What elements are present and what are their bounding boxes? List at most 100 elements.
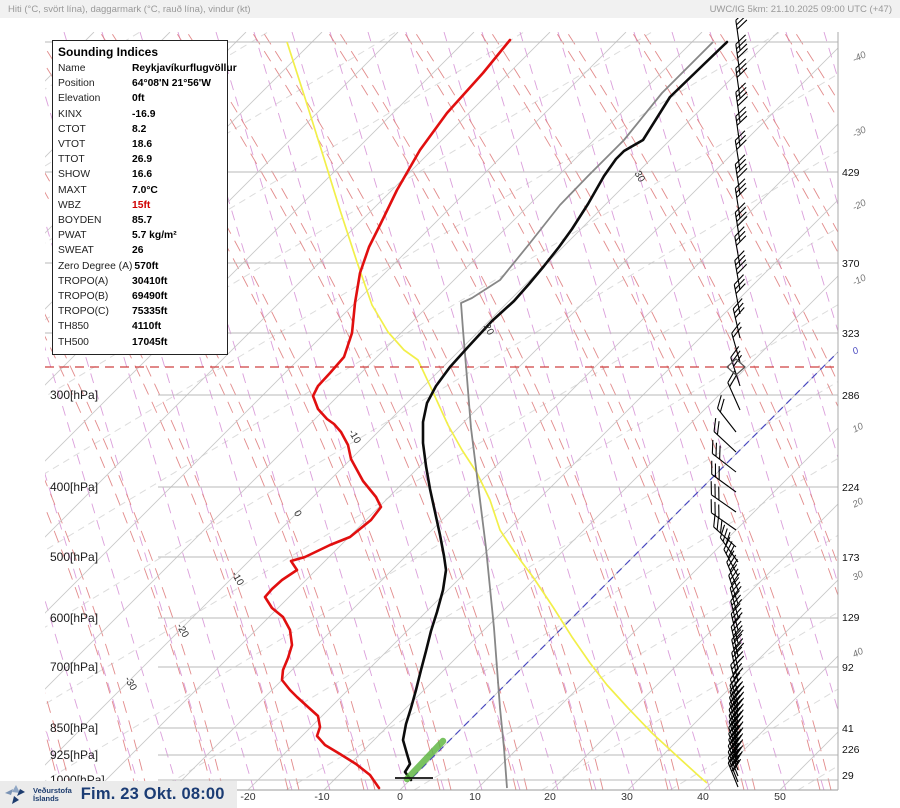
pressure-axis-label: 925[hPa] [50,748,98,762]
indices-row: KINX -16.9 [58,107,222,122]
adiabat-value-label: 0 [291,509,304,520]
profile-curves [263,38,729,790]
adiabat-value-label: 20 [481,322,496,338]
sounding-indices-panel: Sounding Indices Name Reykjavíkurflugvöll… [52,40,237,355]
wind-barb [711,460,737,493]
height-axis-label: 429 [842,167,860,179]
temp-axis-label: 40 [697,791,709,803]
wind-barb [710,499,737,531]
indices-row: TROPO(B) 69490ft [58,289,222,304]
index-value: -16.9 [132,108,156,120]
wind-barb [735,34,748,75]
height-axis-label: 224 [842,482,860,494]
wind-barb [735,82,748,123]
height-axis-label: 29 [842,770,854,782]
adiabat-value-label: -30 [122,675,139,693]
org-name-line1: Veðurstofa [33,785,72,795]
height-axis-label: 226 [842,744,860,756]
indices-row: PWAT 5.7 kg/m² [58,228,222,243]
right-isotherm-label: 40 [851,646,866,661]
wind-barb [710,481,737,513]
index-label: TH850 [58,321,89,333]
right-isotherm-label: -40 [851,49,869,65]
index-value: 4110ft [132,321,162,333]
wind-barb [713,417,737,453]
index-label: TROPO(B) [58,291,109,303]
index-value: 570ft [134,260,159,272]
valid-datetime: Fim. 23 Okt. 08:00 [80,785,225,803]
index-label: SWEAT [58,245,94,257]
footer-bar: Veðurstofa Íslands Fim. 23 Okt. 08:00 [0,781,237,808]
wind-barb [711,439,737,473]
index-value: Reykjavíkurflugvöllur [132,63,237,74]
right-isotherm-label: 20 [850,496,866,511]
index-value: 85.7 [132,215,153,227]
height-axis-label: 173 [842,552,860,564]
indices-row: TH850 4110ft [58,319,222,334]
wind-barb [727,751,740,788]
index-label: Position [58,78,95,90]
index-value: 7.0°C [132,184,158,196]
dewpoint-line [263,38,512,790]
adiabat-value-label: 30 [632,169,647,185]
index-value: 64°08'N 21°56'W [132,78,211,90]
header-bar: Hiti (°C, svört lína), daggarmark (°C, r… [0,0,900,18]
temp-axis-label: -10 [314,791,329,803]
index-value: 5.7 kg/m² [132,230,177,242]
index-value: 8.2 [132,123,147,135]
index-label: BOYDEN [58,215,102,227]
indices-row: MAXT 7.0°C [58,183,222,198]
tropopause-diamond-icon [726,358,746,376]
index-label: TROPO(C) [58,306,109,318]
index-value: 0ft [132,93,145,105]
pressure-axis-label: 600[hPa] [50,611,98,625]
wind-barb [735,58,748,99]
org-name: Veðurstofa Íslands [33,785,72,803]
indices-row: SWEAT 26 [58,243,222,258]
indices-title: Sounding Indices [58,45,159,59]
indices-row: Position 64°08'N 21°56'W [58,76,222,91]
grid [45,32,838,790]
indices-row: WBZ 15ft [58,198,222,213]
index-value: 15ft [132,199,151,211]
wind-barb [733,274,746,315]
indices-row: TTOT 26.9 [58,152,222,167]
index-label: SHOW [58,169,91,181]
wind-barb [730,590,743,631]
right-isotherm-label: 30 [851,569,866,584]
height-axis-label: 129 [842,612,860,624]
temp-axis-label: 10 [469,791,481,803]
vedurstofa-logo-icon [5,784,25,804]
wind-barb [713,513,737,548]
index-label: MAXT [58,184,87,196]
indices-row: TROPO(A) 30410ft [58,274,222,289]
index-label: Zero Degree (A) [58,260,133,272]
right-isotherm-label: 10 [851,421,866,436]
wind-barb [734,130,747,171]
index-value: 26 [132,245,144,257]
pressure-axis-label: 500[hPa] [50,550,98,564]
indices-row: VTOT 18.6 [58,137,222,152]
indices-row: Elevation 0ft [58,91,222,106]
index-label: WBZ [58,199,81,211]
height-axis-label: 370 [842,258,860,270]
height-axis-label: 323 [842,328,860,340]
index-value: 69490ft [132,291,168,303]
indices-row: Zero Degree (A) 570ft [58,259,222,274]
temp-axis-label: 50 [774,791,786,803]
indices-row: BOYDEN 85.7 [58,213,222,228]
indices-row: TH500 17045ft [58,335,222,350]
temp-axis-label: 20 [544,791,556,803]
height-axis-label: 41 [842,723,854,735]
temperature-line [401,40,729,782]
wind-barb [734,178,747,219]
index-value: 17045ft [132,336,168,348]
indices-rows: Name Reykjavíkurflugvöllur Position 64°08'N… [58,61,237,350]
temp-axis-label: 30 [621,791,633,803]
gray-reference-line [460,41,714,789]
index-label: PWAT [58,230,87,242]
wind-barb [734,226,747,267]
adiabat-value-label: -20 [174,622,191,640]
temp-axis-label: -20 [240,791,255,803]
